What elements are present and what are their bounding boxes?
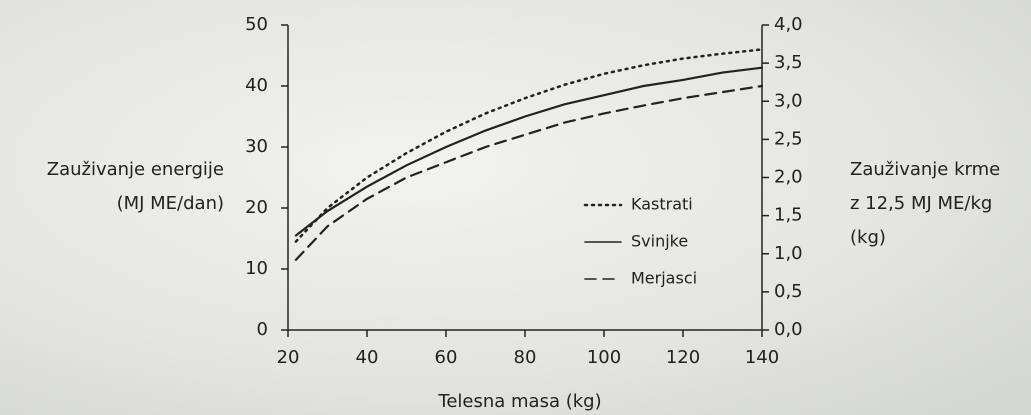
y2-tick-label: 3,5 <box>774 52 803 73</box>
y2-tick-label: 1,0 <box>774 243 803 264</box>
x-tick-label: 120 <box>666 347 700 368</box>
y2-tick-label: 4,0 <box>774 14 803 35</box>
legend-label: Svinjke <box>631 232 688 251</box>
legend-label: Merjasci <box>631 269 697 288</box>
y2-tick-label: 1,5 <box>774 205 803 226</box>
y-tick-label: 40 <box>245 75 268 96</box>
y2-tick-label: 2,0 <box>774 167 803 188</box>
y2-tick-label: 0,0 <box>774 319 803 340</box>
x-tick-label: 60 <box>435 347 458 368</box>
y-axis-label: (MJ ME/dan) <box>117 193 224 214</box>
y-tick-label: 0 <box>257 319 268 340</box>
x-tick-label: 140 <box>745 347 779 368</box>
x-axis-label: Telesna masa (kg) <box>437 391 601 412</box>
y2-tick-label: 0,5 <box>774 281 803 302</box>
y-tick-label: 20 <box>245 197 268 218</box>
legend-label: Kastrati <box>631 195 693 214</box>
x-tick-label: 80 <box>514 347 537 368</box>
y-axis-label: Zauživanje energije <box>47 159 224 180</box>
y2-axis-label: Zauživanje krme <box>850 159 1000 180</box>
y-tick-label: 30 <box>245 136 268 157</box>
chart: Telesna masa (kg) 0 10 20 30 40 50 0,0 0,5 1,0 1,… <box>0 0 1031 415</box>
x-tick-label: 40 <box>356 347 379 368</box>
y2-axis-label: (kg) <box>850 227 886 248</box>
y2-axis-label: z 12,5 MJ ME/kg <box>850 193 992 214</box>
y2-tick-label: 2,5 <box>774 128 803 149</box>
y-tick-label: 50 <box>245 14 268 35</box>
x-tick-label: 20 <box>277 347 300 368</box>
x-tick-label: 100 <box>587 347 621 368</box>
y2-tick-label: 3,0 <box>774 90 803 111</box>
y-tick-label: 10 <box>245 258 268 279</box>
